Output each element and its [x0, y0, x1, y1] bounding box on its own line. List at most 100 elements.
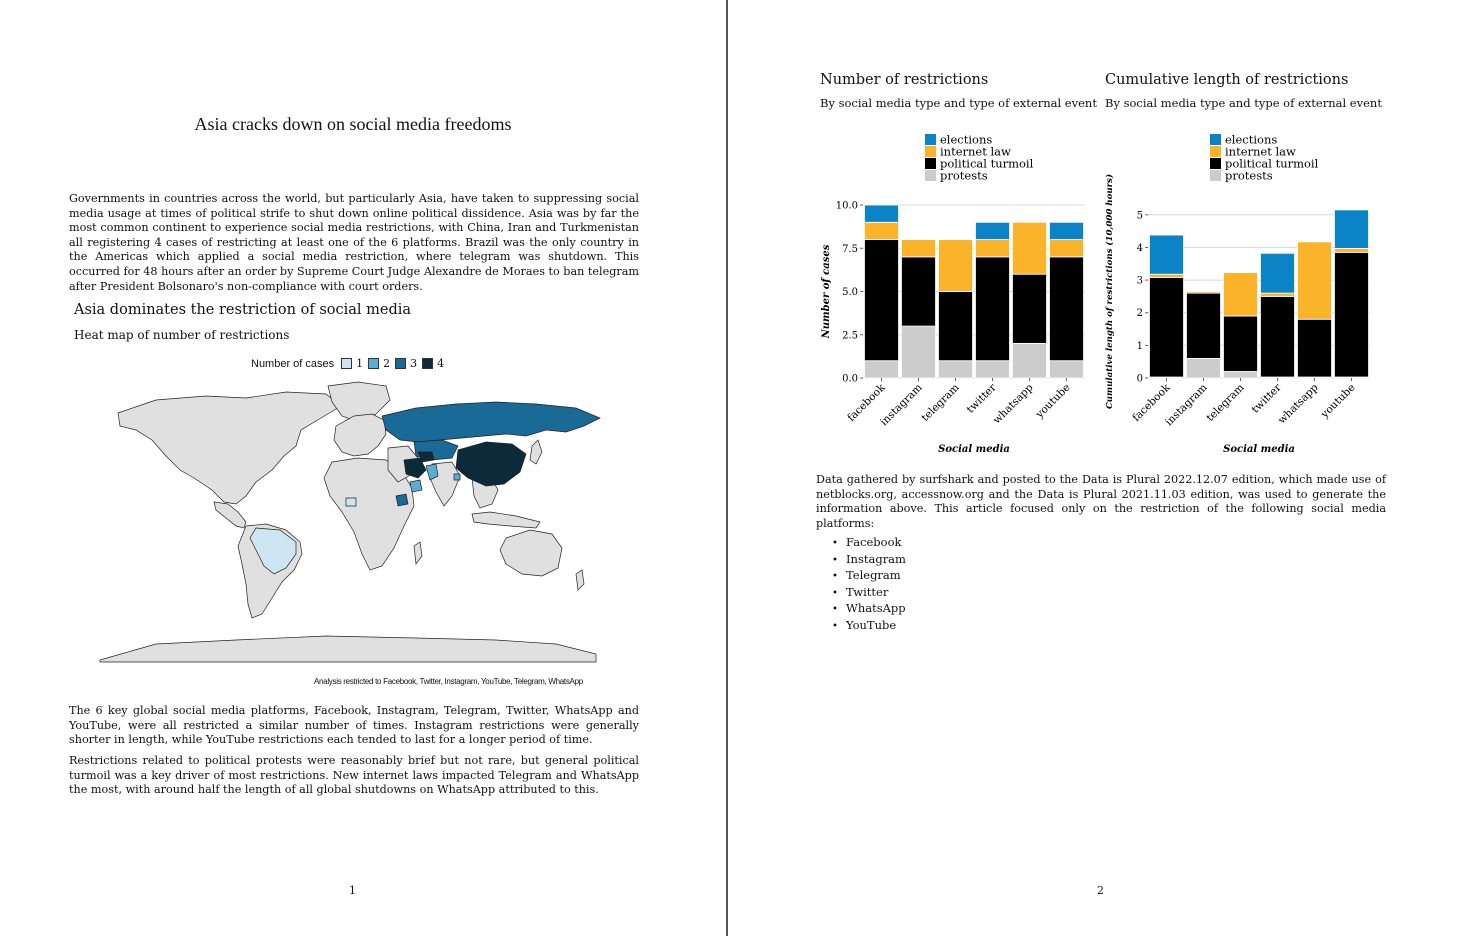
list-item: Facebook: [832, 535, 906, 552]
legend-swatch-elections: [1210, 134, 1221, 145]
map-russia: [381, 401, 601, 443]
chart-2-subtitle: By social media type and type of externa…: [1105, 96, 1382, 110]
map-iran: [403, 457, 427, 479]
bar-segment-twitter-internet-law: [1260, 292, 1295, 297]
bar-segment-youtube-internet-law: [1334, 248, 1369, 253]
chart-1-subtitle: By social media type and type of externa…: [820, 96, 1097, 110]
paragraph-3: Restrictions related to political protes…: [69, 754, 639, 797]
map-central-america: [213, 501, 247, 529]
y-tick-label: 5: [1137, 210, 1143, 221]
section-subtitle: Heat map of number of restrictions: [74, 328, 290, 342]
y-tick-label: 5.0: [842, 287, 858, 298]
bar-segment-instagram-internet-law: [901, 239, 936, 258]
bar-segment-telegram-protests: [938, 360, 973, 379]
chart-1-title-block: Number of restrictions By social media t…: [820, 72, 1097, 110]
page-2: 2: [728, 0, 1461, 936]
bar-segment-instagram-internet-law: [1186, 291, 1221, 294]
legend-swatch-protests: [925, 170, 936, 181]
map-china: [455, 441, 527, 487]
x-tick-label: telegram: [919, 382, 961, 424]
bar-segment-youtube-elections: [1049, 221, 1084, 241]
bar-segment-facebook-internet-law: [864, 221, 899, 241]
map-legend-value: 1: [356, 357, 364, 370]
intro-paragraph: Governments in countries across the worl…: [69, 192, 639, 293]
bar-segment-telegram-internet-law: [1223, 272, 1258, 317]
map-caption: Analysis restricted to Facebook, Twitter…: [314, 677, 583, 686]
list-item: YouTube: [832, 618, 906, 635]
bar-segment-whatsapp-internet-law: [1012, 221, 1047, 275]
map-legend-swatch-4: [422, 358, 434, 369]
y-tick-label: 4: [1137, 243, 1143, 254]
legend-swatch-protests: [1210, 170, 1221, 181]
list-item: Twitter: [832, 585, 906, 602]
bar-segment-twitter-elections: [1260, 252, 1295, 294]
bar-segment-youtube-political-turmoil: [1049, 256, 1084, 362]
legend-swatch-internet-law: [925, 146, 936, 157]
y-tick-label: 3: [1137, 276, 1143, 287]
platform-list: Facebook Instagram Telegram Twitter What…: [832, 535, 906, 635]
map-legend-swatch-1: [341, 358, 353, 369]
bar-segment-youtube-political-turmoil: [1334, 251, 1369, 378]
map-legend-item: 2: [368, 357, 390, 370]
x-tick-label: whatsapp: [991, 381, 1036, 426]
map-legend-value: 2: [383, 357, 391, 370]
world-heat-map: [99, 381, 601, 663]
map-legend-item: 3: [395, 357, 417, 370]
map-legend-value: 3: [410, 357, 418, 370]
map-bangladesh: [453, 473, 461, 481]
y-tick-label: 2: [1137, 308, 1143, 319]
chart-1-title: Number of restrictions: [820, 72, 989, 88]
map-north-america: [117, 391, 342, 505]
x-tick-label: twitter: [965, 381, 1000, 416]
bar-segment-instagram-protests: [901, 325, 936, 379]
bar-segment-youtube-protests: [1049, 360, 1084, 379]
map-europe: [333, 413, 387, 457]
y-tick-label: 10.0: [836, 201, 858, 212]
bar-segment-instagram-political-turmoil: [901, 256, 936, 327]
y-tick-label: 1: [1137, 341, 1143, 352]
bar-segment-instagram-political-turmoil: [1186, 292, 1221, 359]
map-legend-value: 4: [437, 357, 445, 370]
map-antarctica: [99, 635, 597, 663]
list-item: Instagram: [832, 552, 906, 569]
y-tick-label: 2.5: [842, 330, 858, 341]
chart-2-title: Cumulative length of restrictions: [1105, 72, 1349, 88]
map-west-africa: [345, 497, 357, 507]
bar-segment-facebook-political-turmoil: [864, 239, 899, 362]
bar-segment-telegram-protests: [1223, 371, 1258, 379]
map-greenland: [327, 381, 391, 423]
map-oman: [409, 479, 423, 493]
bar-segment-twitter-protests: [975, 360, 1010, 379]
x-tick-label: telegram: [1204, 382, 1246, 424]
legend-swatch-political-turmoil: [925, 158, 936, 169]
bar-segment-whatsapp-political-turmoil: [1297, 318, 1332, 378]
bar-segment-twitter-political-turmoil: [1260, 295, 1295, 378]
document-title: Asia cracks down on social media freedom…: [194, 114, 512, 134]
page-number-1: 1: [349, 884, 356, 897]
map-turkmenistan: [417, 451, 435, 463]
page-divider: [726, 0, 728, 936]
bar-segment-telegram-political-turmoil: [1223, 315, 1258, 372]
x-tick-label: youtube: [1318, 382, 1358, 422]
legend-swatch-elections: [925, 134, 936, 145]
map-legend-label: Number of cases: [251, 357, 335, 370]
y-tick-label: 7.5: [842, 244, 858, 255]
x-tick-label: whatsapp: [1276, 381, 1321, 426]
map-australia: [499, 529, 563, 577]
y-axis-label: Number of cases: [821, 244, 832, 339]
bar-segment-facebook-elections: [864, 204, 899, 223]
bar-segment-facebook-protests: [864, 360, 899, 379]
paragraph-2: The 6 key global social media platforms,…: [69, 704, 639, 747]
bar-segment-twitter-elections: [975, 221, 1010, 241]
bar-segment-facebook-internet-law: [1149, 273, 1184, 278]
map-brazil: [249, 527, 297, 575]
legend-label: protests: [940, 169, 988, 183]
map-legend: Number of cases 1 2 3 4: [251, 357, 444, 370]
section-title: Asia dominates the restriction of social…: [74, 302, 412, 318]
map-legend-swatch-3: [395, 358, 407, 369]
bar-segment-facebook-elections: [1149, 234, 1184, 275]
bar-segment-telegram-political-turmoil: [938, 291, 973, 362]
data-source-note: Data gathered by surfshark and posted to…: [816, 473, 1386, 530]
